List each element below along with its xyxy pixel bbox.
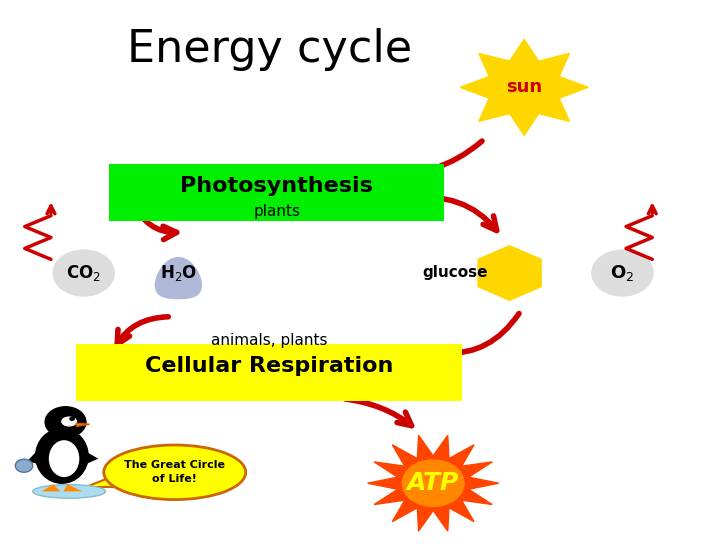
Ellipse shape [36,429,88,483]
Polygon shape [479,54,510,76]
FancyBboxPatch shape [76,344,462,401]
Text: of Life!: of Life! [152,474,197,484]
Circle shape [45,407,86,437]
Polygon shape [27,448,46,466]
Circle shape [53,250,114,296]
Text: Photosynthesis: Photosynthesis [181,176,373,195]
Polygon shape [86,478,118,487]
Polygon shape [82,450,98,466]
Ellipse shape [62,417,76,426]
Text: Cellular Respiration: Cellular Respiration [145,356,394,376]
Polygon shape [41,484,60,491]
Ellipse shape [33,485,106,498]
Polygon shape [368,435,499,531]
Polygon shape [460,76,489,98]
Polygon shape [479,98,510,121]
Text: plants: plants [253,204,300,219]
Circle shape [69,417,75,421]
Text: The Great Circle: The Great Circle [124,460,225,470]
Text: ATP: ATP [407,471,459,495]
Polygon shape [510,114,539,135]
Text: Energy cycle: Energy cycle [127,28,412,70]
Ellipse shape [50,441,79,476]
Text: sun: sun [506,79,542,96]
Polygon shape [559,76,588,98]
Text: glucose: glucose [422,265,488,281]
Text: CO$_2$: CO$_2$ [66,263,101,283]
Polygon shape [510,39,539,61]
Circle shape [592,250,653,296]
Text: O$_2$: O$_2$ [610,263,635,283]
Polygon shape [539,98,569,121]
Circle shape [486,59,562,116]
Circle shape [402,460,464,507]
Polygon shape [156,258,201,299]
Text: H$_2$O: H$_2$O [159,263,197,283]
Circle shape [15,459,33,472]
Polygon shape [76,423,90,426]
Polygon shape [63,484,82,491]
Ellipse shape [103,445,245,500]
Polygon shape [539,54,569,76]
Text: animals, plants: animals, plants [211,333,328,348]
Polygon shape [478,246,541,300]
FancyBboxPatch shape [109,164,444,221]
